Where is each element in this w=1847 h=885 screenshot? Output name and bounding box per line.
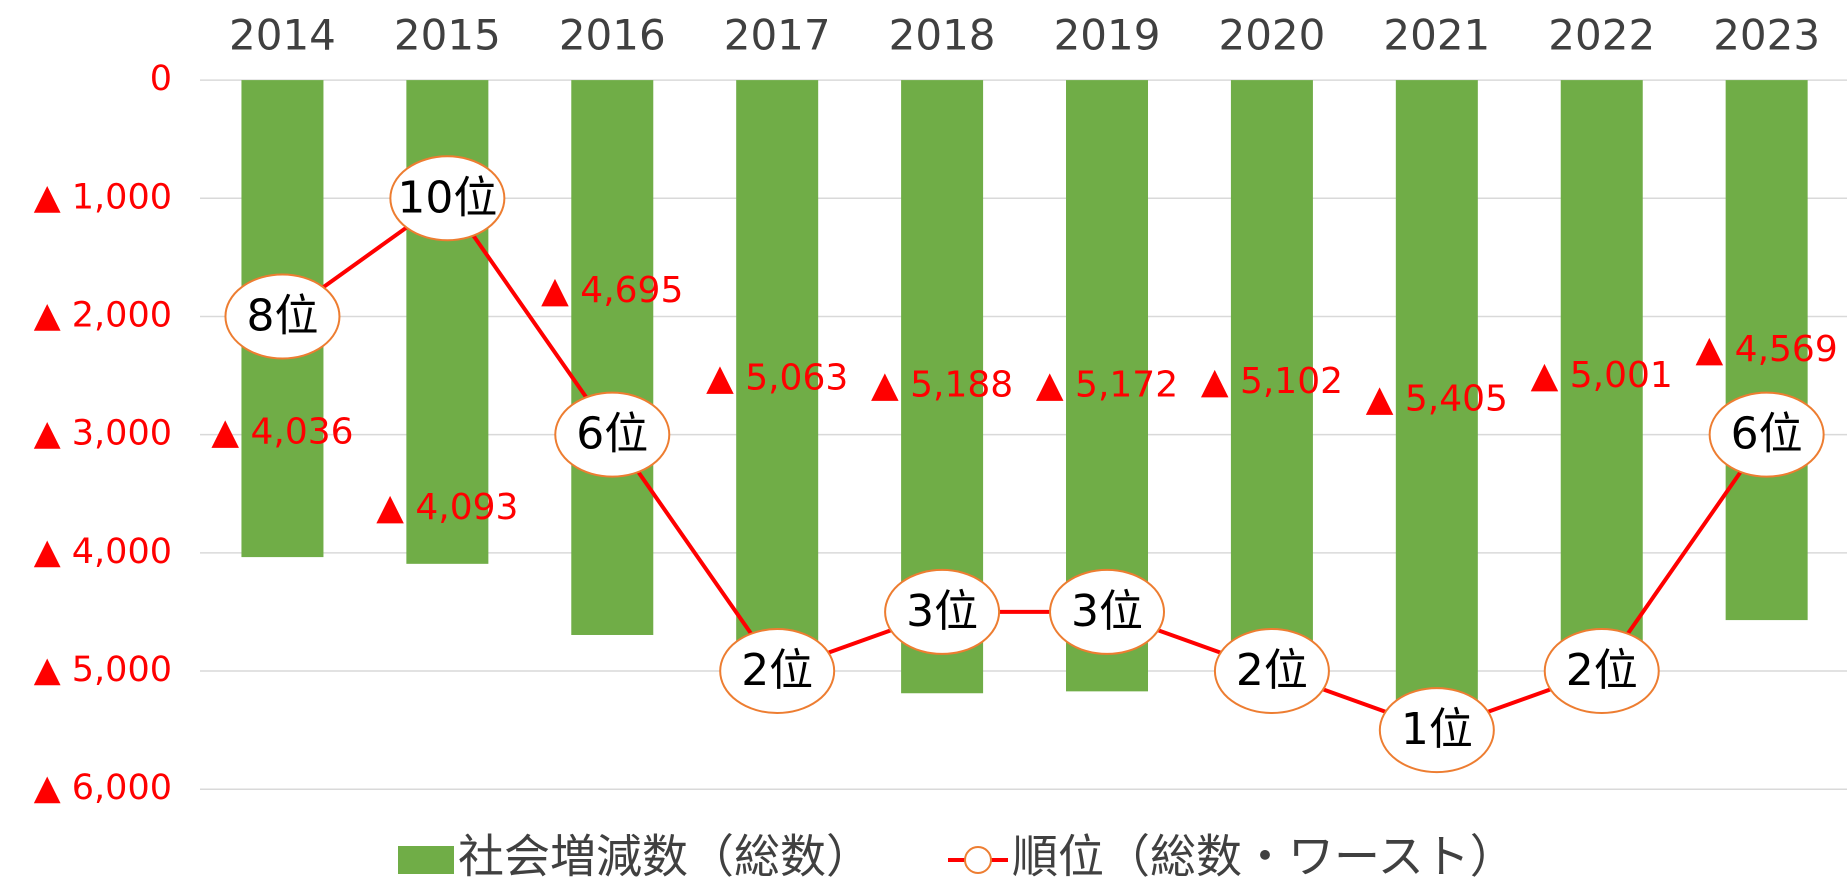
y-tick-label: ▲ 6,000 (34, 768, 172, 808)
x-tick-label: 2017 (724, 11, 831, 60)
rank-line (281, 195, 1769, 733)
rank-label: 1位 (1401, 704, 1473, 755)
legend-label: 順位（総数・ワースト） (1012, 830, 1516, 884)
y-tick-label: ▲ 5,000 (34, 650, 172, 690)
rank-label: 2位 (1236, 645, 1308, 696)
bar (1560, 80, 1643, 672)
x-tick-label: 2020 (1218, 11, 1325, 60)
rank-marker (1378, 687, 1495, 774)
x-tick-label: 2021 (1383, 11, 1490, 60)
bar (571, 80, 654, 635)
rank-label: 2位 (1566, 645, 1638, 696)
y-tick-label: ▲ 4,000 (34, 532, 172, 572)
rank-marker (389, 155, 506, 242)
x-tick-label: 2014 (229, 11, 336, 60)
rank-marker (1543, 628, 1660, 715)
y-tick-label: ▲ 1,000 (34, 177, 172, 217)
data-label: ▲ 5,001 (1531, 355, 1673, 396)
legend-swatch (398, 846, 454, 874)
bar (1395, 80, 1478, 719)
legend-label: 社会増減数（総数） (458, 830, 872, 884)
rank-marker (224, 273, 341, 360)
data-label: ▲ 5,188 (871, 364, 1013, 405)
rank-label: 3位 (906, 586, 978, 637)
data-label: ▲ 5,063 (706, 357, 848, 398)
rank-label: 6位 (1731, 409, 1803, 460)
legend-marker (964, 846, 992, 874)
data-label: ▲ 4,093 (376, 487, 518, 528)
x-tick-label: 2018 (889, 11, 996, 60)
data-label: ▲ 4,036 (211, 411, 353, 452)
data-label: ▲ 5,172 (1036, 364, 1178, 405)
y-tick-label: ▲ 2,000 (34, 295, 172, 335)
rank-marker (554, 391, 671, 478)
rank-label: 10位 (397, 172, 497, 223)
data-label: ▲ 5,405 (1366, 378, 1508, 419)
x-tick-label: 2015 (394, 11, 501, 60)
rank-marker (1213, 628, 1330, 715)
x-tick-label: 2022 (1548, 11, 1655, 60)
rank-marker (1049, 568, 1166, 655)
x-tick-label: 2023 (1713, 11, 1820, 60)
rank-label: 3位 (1071, 586, 1143, 637)
rank-marker (719, 628, 836, 715)
bar (1230, 80, 1313, 684)
data-label: ▲ 4,695 (541, 270, 683, 311)
rank-label: 2位 (741, 645, 813, 696)
data-label: ▲ 4,569 (1696, 329, 1838, 370)
x-tick-label: 2016 (559, 11, 666, 60)
y-tick-label: 0 (150, 59, 172, 99)
rank-label: 8位 (246, 290, 318, 341)
rank-label: 6位 (576, 409, 648, 460)
rank-marker (1708, 391, 1825, 478)
bar (736, 80, 819, 679)
x-tick-label: 2019 (1054, 11, 1161, 60)
rank-marker (884, 568, 1001, 655)
data-label: ▲ 5,102 (1201, 361, 1343, 402)
y-tick-label: ▲ 3,000 (34, 414, 172, 454)
bar (1725, 80, 1808, 621)
